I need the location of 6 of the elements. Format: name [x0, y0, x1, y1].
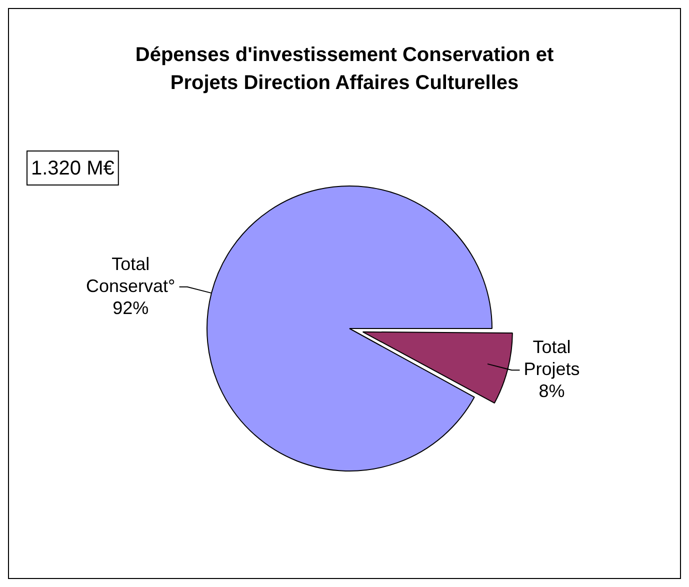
data-label: 8%	[538, 381, 565, 402]
data-label: 92%	[112, 298, 149, 318]
slice-label: Total Projets	[524, 337, 580, 380]
slice-label: Total Conservat°	[86, 254, 176, 296]
text: 1.320 M€	[31, 158, 114, 180]
chart-title: Dépenses d'investissement Conservation et Projets Direction Affaires Culturelles	[134, 43, 555, 96]
